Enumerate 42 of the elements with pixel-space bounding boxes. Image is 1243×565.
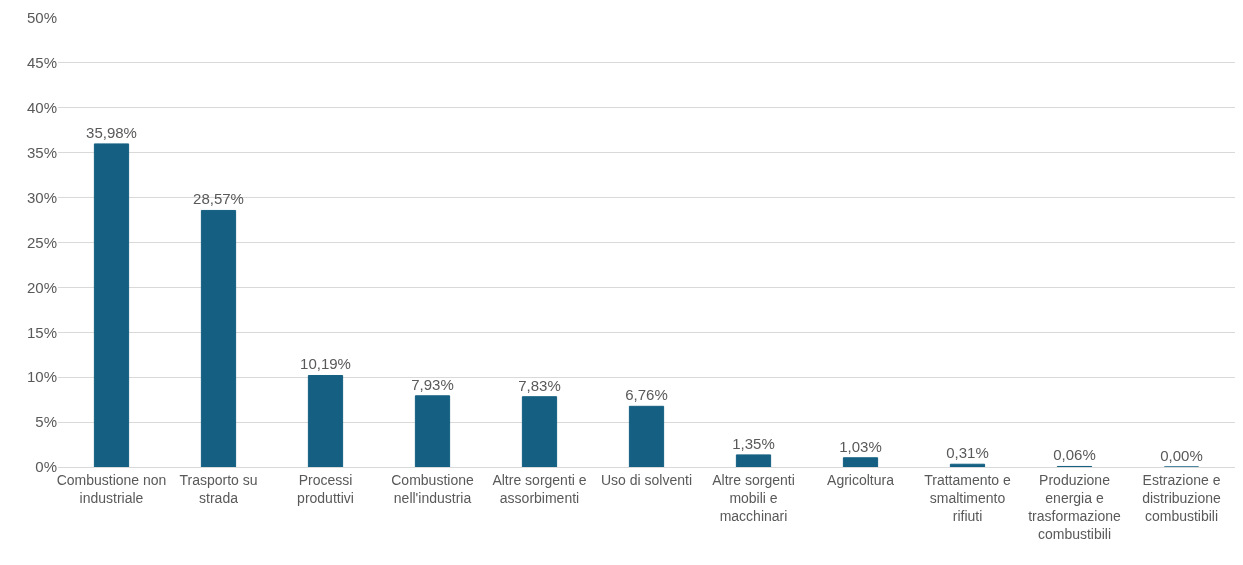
bar	[521, 396, 558, 467]
bar	[93, 143, 130, 467]
bar	[949, 463, 986, 467]
data-label: 1,03%	[839, 437, 882, 455]
y-tick-label: 5%	[35, 413, 57, 431]
y-tick-label: 45%	[26, 54, 57, 72]
bar	[628, 405, 665, 467]
y-tick-label: 0%	[35, 458, 57, 476]
y-tick-label: 25%	[26, 233, 57, 251]
bar	[414, 395, 451, 467]
bar	[200, 209, 237, 467]
y-tick-label: 35%	[26, 143, 57, 161]
bar	[307, 374, 344, 467]
x-tick-label: Trattamento e smaltimento rifiuti	[924, 471, 1012, 525]
data-label: 35,98%	[86, 123, 137, 141]
x-tick-label: Agricoltura	[827, 471, 895, 488]
x-tick-label: Uso di solventi	[600, 471, 693, 488]
x-tick-label: Combustione non industriale	[56, 471, 167, 506]
y-tick-label: 20%	[26, 278, 57, 296]
x-tick-label: Produzione energia e trasformazione combustibili	[1028, 471, 1122, 543]
x-tick-label: Combustione nell'industria	[391, 471, 474, 506]
y-tick-label: 10%	[26, 368, 57, 386]
x-tick-label: Estrazione e distribuzione combustibili	[1142, 471, 1222, 525]
bar	[735, 454, 772, 467]
y-tick-label: 30%	[26, 188, 57, 206]
x-tick-label: Altre sorgenti mobili e macchinari	[712, 471, 795, 525]
data-label: 0,31%	[946, 444, 989, 462]
data-label: 6,76%	[625, 386, 668, 404]
y-tick-label: 15%	[26, 323, 57, 341]
y-tick-label: 50%	[26, 9, 57, 27]
data-label: 7,83%	[518, 376, 561, 394]
x-tick-label: Altre sorgenti e assorbimenti	[492, 471, 587, 506]
x-tick-label: Processi produttivi	[297, 471, 354, 506]
data-label: 1,35%	[732, 434, 775, 452]
data-label: 0,00%	[1160, 447, 1203, 464]
bar	[842, 457, 879, 467]
data-label: 7,93%	[411, 375, 454, 393]
data-label: 10,19%	[300, 355, 351, 373]
data-label: 28,57%	[193, 190, 244, 208]
y-tick-label: 40%	[26, 99, 57, 117]
x-tick-label: Trasporto su strada	[179, 471, 258, 506]
data-label: 0,06%	[1053, 446, 1096, 464]
